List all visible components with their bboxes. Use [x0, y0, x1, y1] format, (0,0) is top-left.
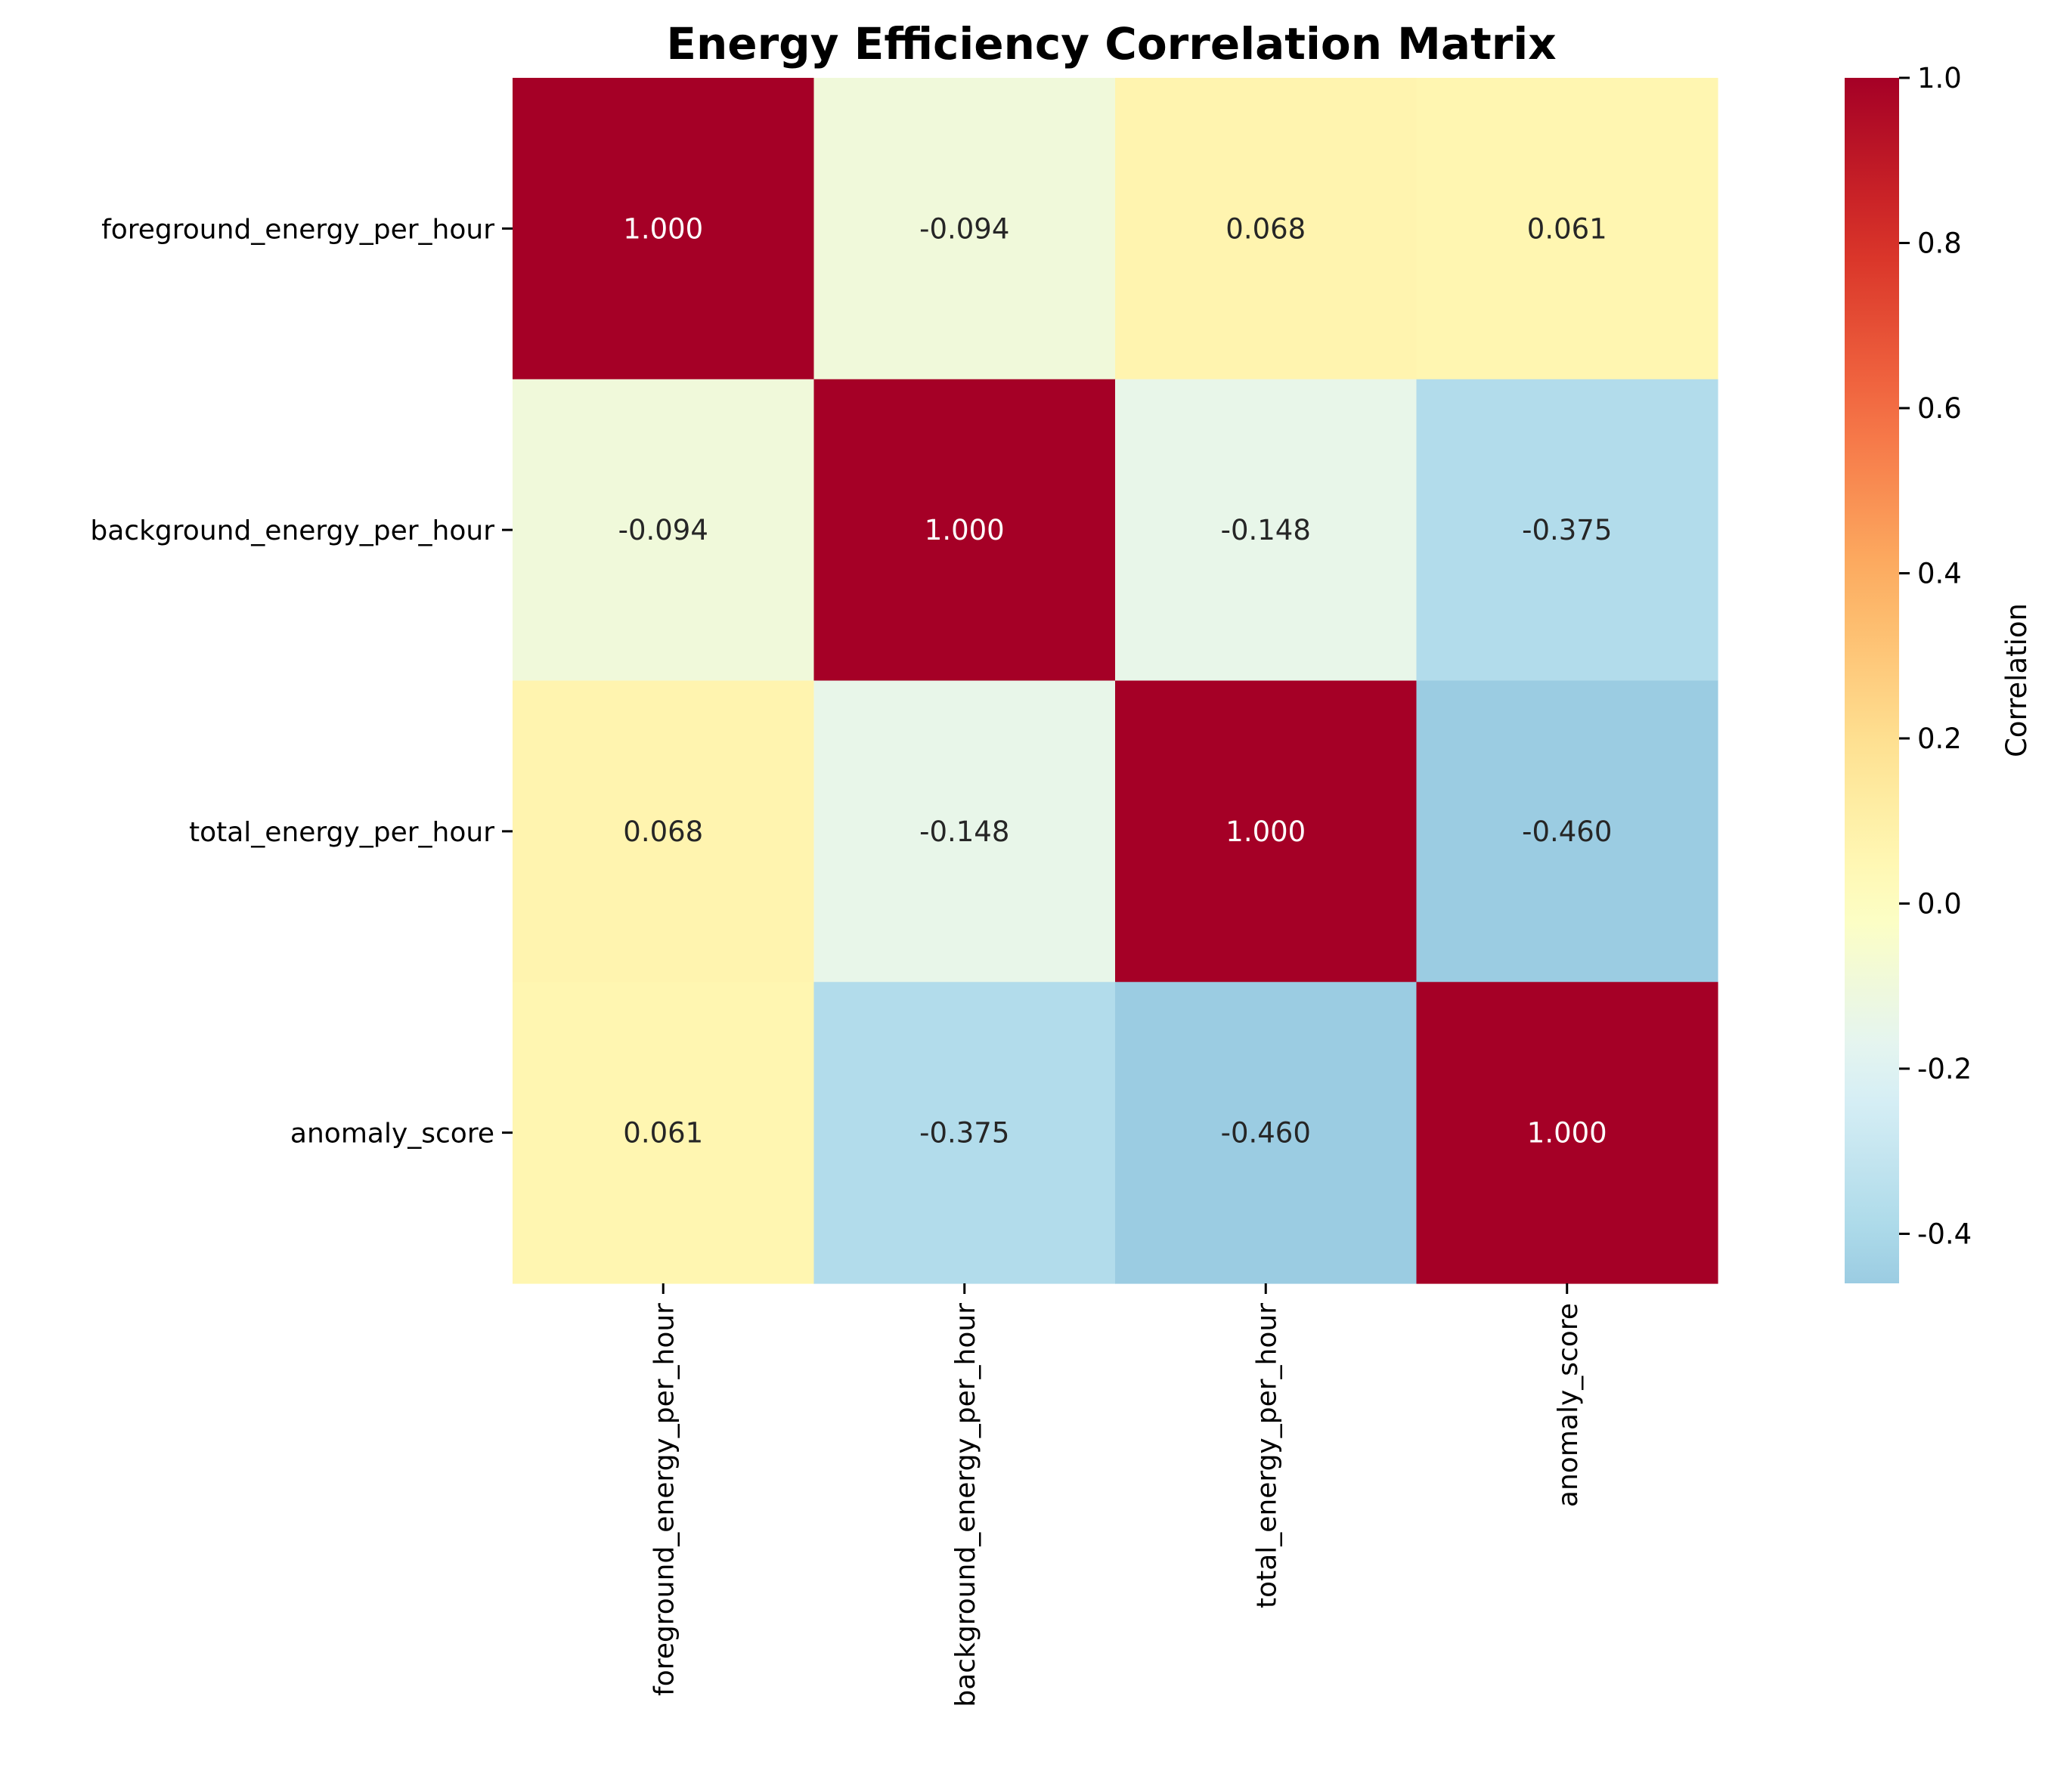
heatmap-cell: [1416, 680, 1718, 983]
colorbar-tick-label: 0.4: [1917, 557, 1962, 590]
cell-value-label: -0.375: [919, 1117, 1009, 1150]
column-tick-label: foreground_energy_per_hour: [649, 1303, 680, 1696]
heatmap-cells: 1.000 -0.094 0.068 0.061 -0.094 1.000 -0.148 -0…: [513, 78, 1718, 1284]
column-tick-label: total_energy_per_hour: [1251, 1303, 1282, 1608]
heatmap-cell: [813, 78, 1116, 380]
chart-title: Energy Efficiency Correlation Matrix: [666, 18, 1556, 70]
heatmap-cell: [513, 982, 815, 1284]
heatmap-cell: [813, 982, 1116, 1284]
column-tick-labels: foreground_energy_per_hour background_ene…: [649, 1283, 1584, 1707]
cell-value-label: -0.148: [1221, 514, 1311, 546]
heatmap-cell: [513, 78, 815, 380]
cell-value-label: -0.094: [919, 212, 1009, 245]
colorbar-label: Correlation: [2000, 603, 2033, 757]
heatmap-cell: [813, 379, 1116, 682]
cell-value-label: 1.000: [623, 212, 703, 245]
cell-value-label: 1.000: [1225, 816, 1306, 848]
cell-value-label: 0.061: [1527, 212, 1607, 245]
cell-value-label: 0.068: [623, 816, 703, 848]
heatmap-cell: [1416, 982, 1718, 1284]
colorbar-tick-label: 1.0: [1917, 62, 1962, 94]
cell-value-label: -0.460: [1221, 1117, 1311, 1150]
heatmap-cell: [1115, 379, 1418, 682]
row-tick-label: total_energy_per_hour: [189, 817, 494, 848]
colorbar-tick-label: 0.8: [1917, 227, 1962, 259]
colorbar-ticks: 1.0 0.8 0.6 0.4 0.2 0.0 -0.2 -0.4: [1899, 62, 1972, 1250]
heatmap-cell: [513, 379, 815, 682]
cell-value-label: 0.061: [623, 1117, 703, 1150]
heatmap-cell: [813, 680, 1116, 983]
heatmap-cell: [1115, 680, 1418, 983]
heatmap-cell: [1115, 982, 1418, 1284]
heatmap-cell: [1416, 78, 1718, 380]
column-tick-label: anomaly_score: [1553, 1303, 1584, 1507]
cell-value-label: 1.000: [1527, 1117, 1607, 1150]
row-tick-label: foreground_energy_per_hour: [101, 214, 494, 245]
cell-value-label: 0.068: [1225, 212, 1306, 245]
cell-value-label: -0.094: [618, 514, 708, 546]
row-tick-label: anomaly_score: [290, 1119, 494, 1150]
heatmap-cell: [1416, 379, 1718, 682]
column-tick-label: background_energy_per_hour: [950, 1303, 981, 1707]
colorbar-tick-label: -0.4: [1917, 1218, 1972, 1250]
cell-value-label: -0.375: [1522, 514, 1612, 546]
cell-value-label: -0.148: [919, 816, 1009, 848]
colorbar-tick-label: 0.0: [1917, 887, 1962, 920]
cell-value-label: 1.000: [925, 514, 1005, 546]
colorbar-gradient: [1845, 78, 1899, 1283]
row-tick-label: background_energy_per_hour: [90, 515, 494, 546]
cell-value-label: -0.460: [1522, 816, 1612, 848]
row-tick-labels: foreground_energy_per_hour background_ene…: [90, 214, 513, 1150]
heatmap-cell: [513, 680, 815, 983]
colorbar-tick-label: 0.6: [1917, 392, 1962, 425]
colorbar: 1.0 0.8 0.6 0.4 0.2 0.0 -0.2 -0.4 Correlation: [1845, 62, 2033, 1283]
colorbar-tick-label: 0.2: [1917, 723, 1962, 755]
colorbar-tick-label: -0.2: [1917, 1053, 1972, 1085]
heatmap-cell: [1115, 78, 1418, 380]
